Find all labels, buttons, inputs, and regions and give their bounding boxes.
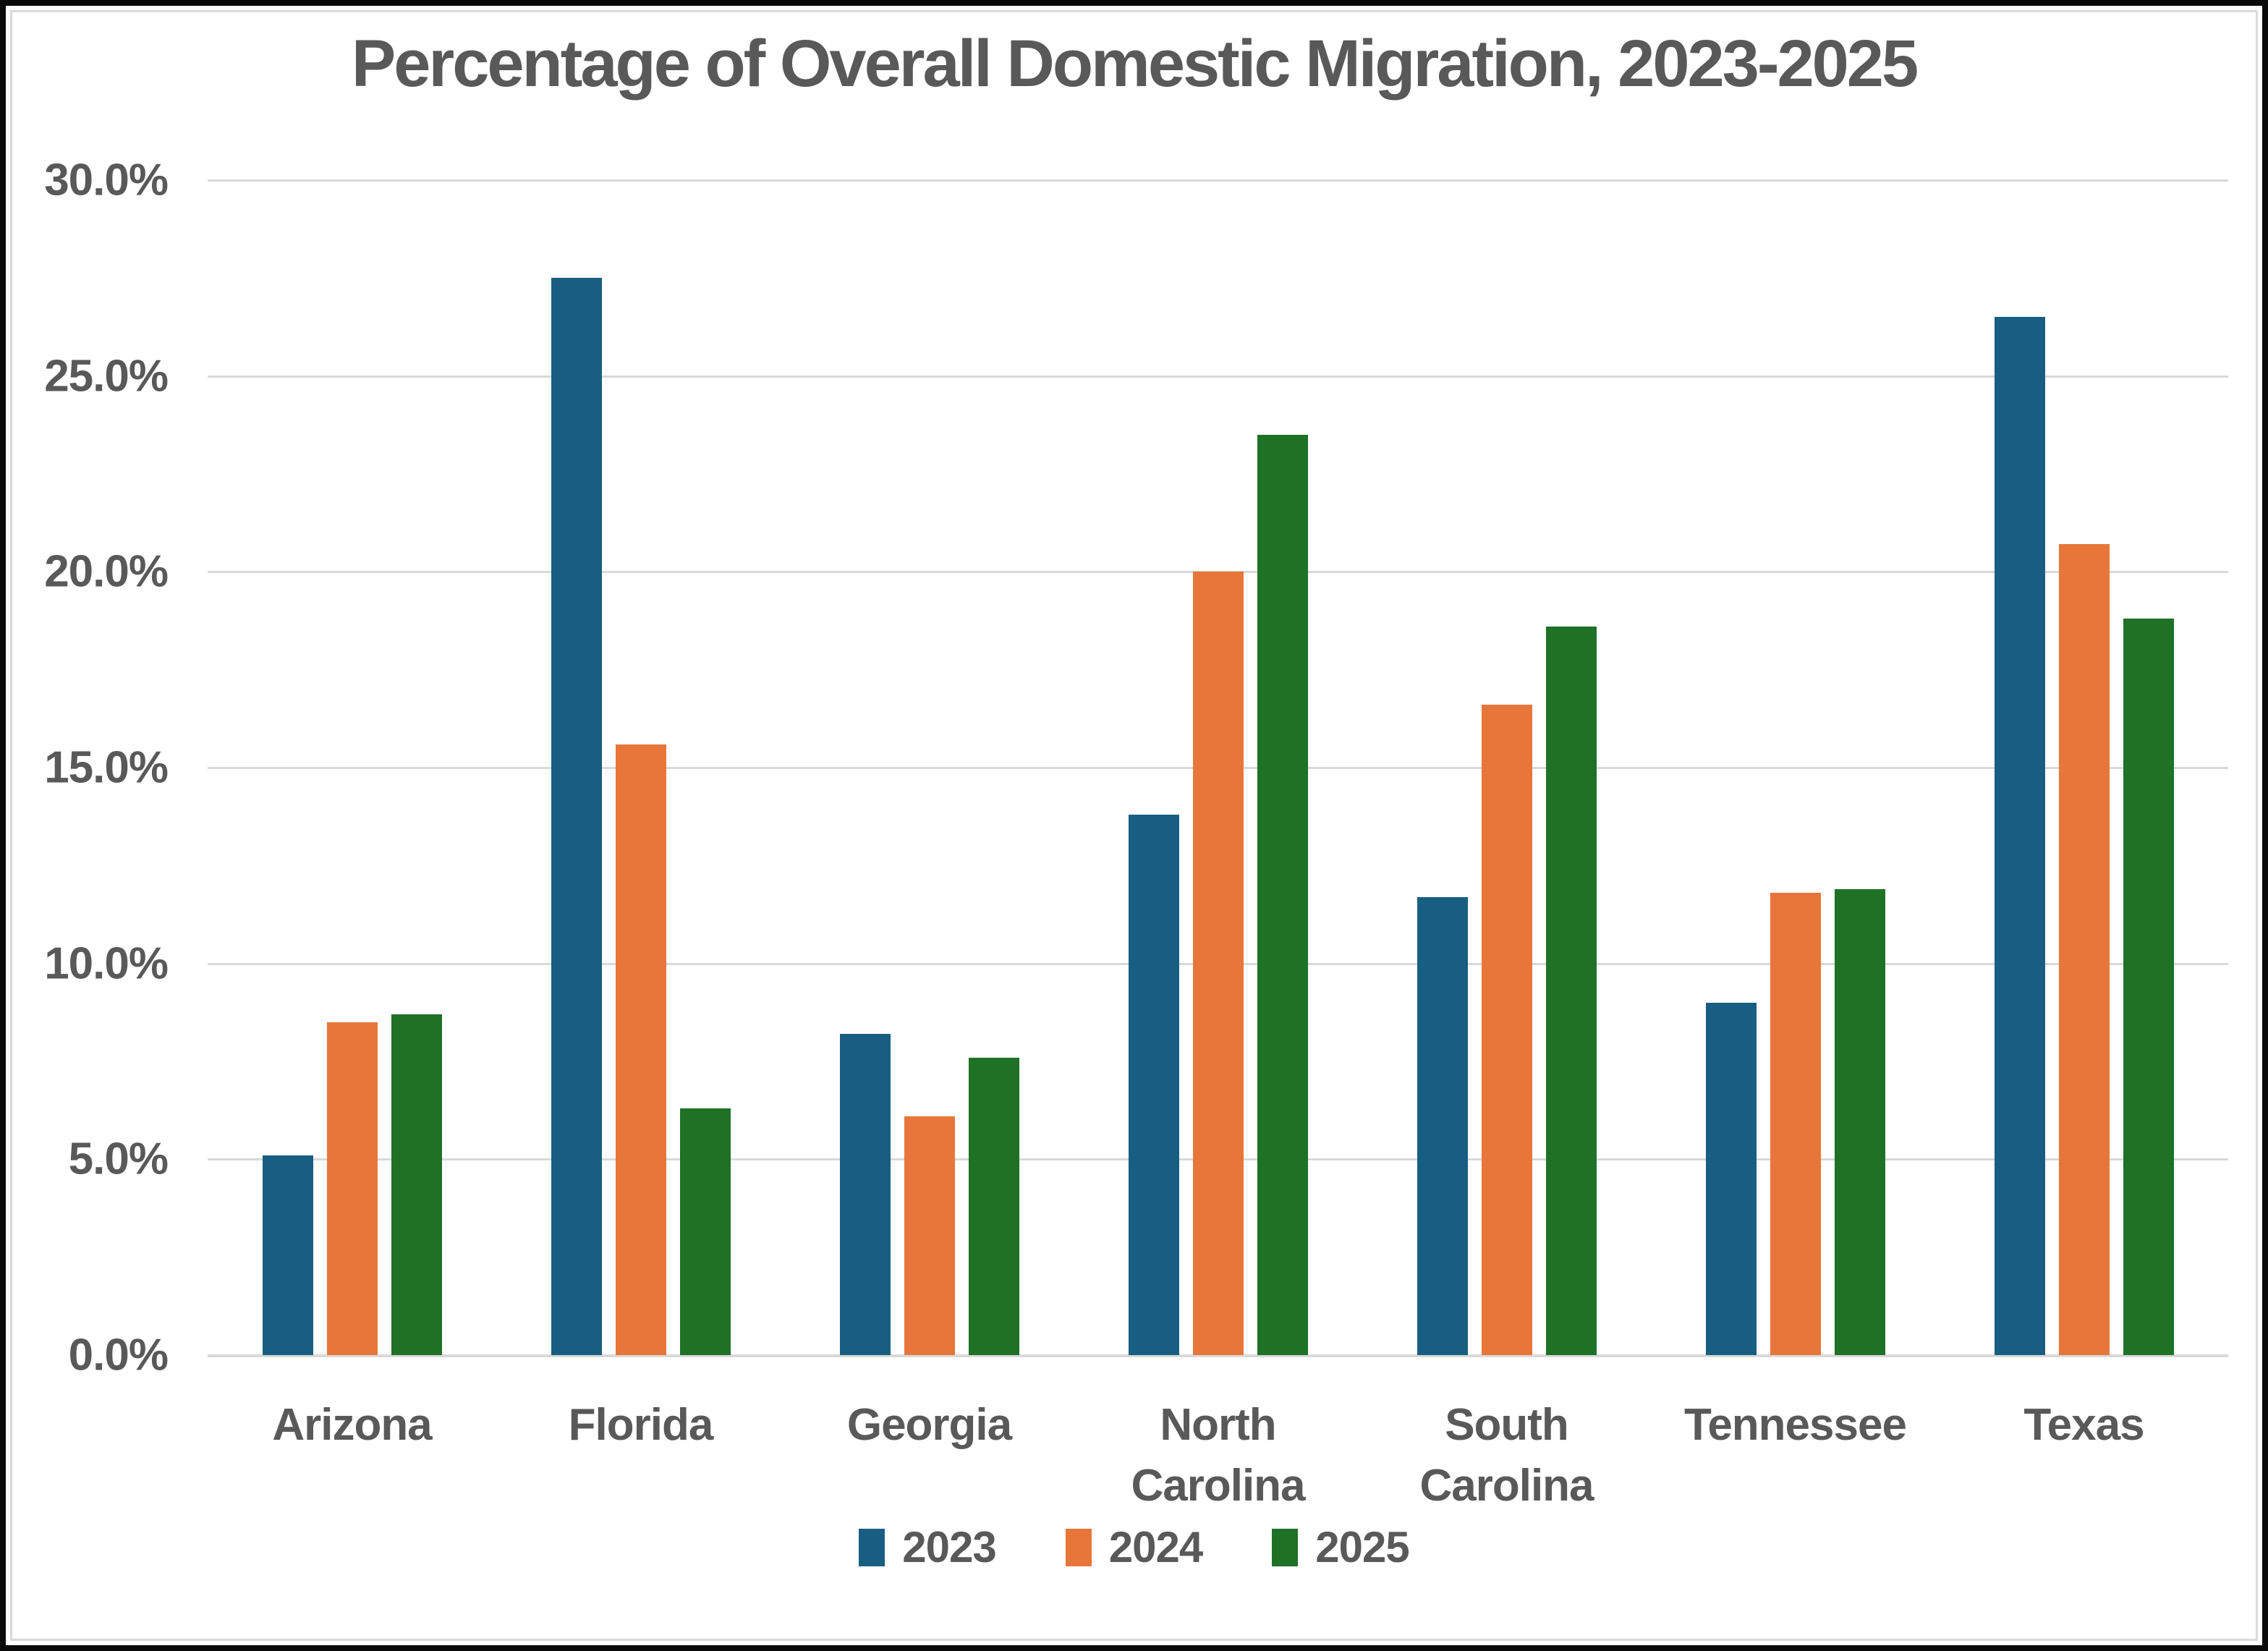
x-axis-label: Texas bbox=[2023, 1400, 2144, 1450]
bar-2025-florida bbox=[679, 1108, 731, 1355]
bar-2025-georgia bbox=[968, 1057, 1019, 1355]
bar-2024-georgia bbox=[904, 1116, 955, 1355]
bar-2024-arizona bbox=[326, 1022, 378, 1355]
bar-2023-north-carolina bbox=[1128, 814, 1179, 1355]
y-tick-label: 25.0% bbox=[44, 351, 169, 402]
bar-2024-texas bbox=[2058, 544, 2110, 1355]
bar-2025-tennessee bbox=[1834, 888, 1885, 1355]
chart-title: Percentage of Overall Domestic Migration… bbox=[351, 27, 1919, 101]
legend-item-2024: 2024 bbox=[1065, 1522, 1203, 1572]
bar-2025-north-carolina bbox=[1257, 434, 1308, 1355]
legend-label: 2024 bbox=[1108, 1523, 1203, 1571]
bar-2023-south-carolina bbox=[1417, 896, 1468, 1355]
legend-item-2025: 2025 bbox=[1272, 1522, 1410, 1572]
bar-2025-south-carolina bbox=[1545, 627, 1597, 1355]
legend-label: 2023 bbox=[902, 1523, 996, 1571]
y-tick-label: 15.0% bbox=[44, 742, 169, 793]
x-axis-label: South Carolina bbox=[1419, 1400, 1594, 1511]
bar-2025-arizona bbox=[391, 1014, 442, 1355]
x-axis-label: Georgia bbox=[846, 1400, 1012, 1450]
bar-2025-texas bbox=[2123, 619, 2174, 1355]
legend-swatch-icon bbox=[859, 1528, 885, 1566]
bar-2023-florida bbox=[551, 278, 602, 1355]
y-tick-label: 5.0% bbox=[68, 1134, 169, 1184]
x-axis-line bbox=[208, 1354, 2228, 1357]
y-tick-label: 20.0% bbox=[44, 546, 169, 597]
legend-swatch-icon bbox=[1065, 1528, 1092, 1566]
y-gridline bbox=[208, 375, 2228, 378]
y-tick-label: 0.0% bbox=[68, 1330, 169, 1380]
bar-2023-tennessee bbox=[1705, 1002, 1757, 1355]
bar-2024-florida bbox=[615, 744, 666, 1355]
bar-2023-texas bbox=[1994, 317, 2045, 1355]
x-axis-label: North Carolina bbox=[1131, 1400, 1305, 1511]
legend: 2023 2024 2025 bbox=[0, 1522, 2268, 1572]
bar-2024-tennessee bbox=[1770, 893, 1821, 1355]
legend-label: 2025 bbox=[1315, 1523, 1409, 1571]
x-axis-label: Arizona bbox=[272, 1400, 432, 1450]
bar-2023-georgia bbox=[839, 1034, 891, 1355]
y-tick-label: 30.0% bbox=[44, 155, 169, 205]
bar-2024-south-carolina bbox=[1481, 705, 1532, 1355]
bar-2024-north-carolina bbox=[1192, 572, 1244, 1355]
y-tick-label: 10.0% bbox=[44, 938, 169, 989]
legend-item-2023: 2023 bbox=[859, 1522, 997, 1572]
y-gridline bbox=[208, 179, 2228, 182]
x-axis-label: Tennessee bbox=[1684, 1400, 1907, 1450]
plot-area bbox=[208, 179, 2228, 1357]
x-axis-label: Florida bbox=[568, 1400, 714, 1450]
legend-swatch-icon bbox=[1272, 1528, 1299, 1566]
bar-2023-arizona bbox=[262, 1155, 313, 1355]
